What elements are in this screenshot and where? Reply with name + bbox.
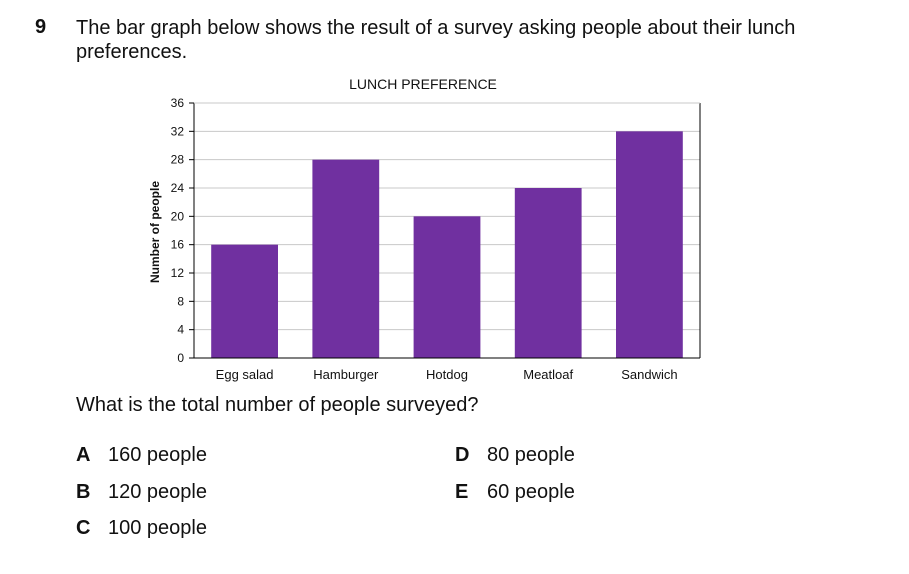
- option-c-text: 100 people: [108, 517, 207, 539]
- option-c-letter: C: [76, 517, 91, 539]
- question-number: 9: [35, 16, 47, 38]
- option-b[interactable]: B 120 people: [76, 481, 207, 504]
- option-d-text: 80 people: [487, 444, 575, 466]
- y-tick-label: 32: [171, 124, 185, 138]
- y-tick-label: 0: [177, 351, 184, 365]
- bar-meatloaf: [514, 188, 582, 358]
- y-tick-label: 20: [171, 209, 185, 223]
- option-a-text: 160 people: [108, 444, 207, 466]
- option-d-letter: D: [455, 444, 470, 466]
- option-b-letter: B: [76, 481, 91, 503]
- bar-hotdog: [413, 216, 481, 358]
- y-tick-label: 4: [177, 323, 184, 337]
- x-tick-label: Hamburger: [313, 367, 379, 382]
- option-d[interactable]: D 80 people: [455, 444, 575, 467]
- y-tick-label: 36: [171, 96, 185, 110]
- x-tick-label: Sandwich: [621, 367, 677, 382]
- y-axis-label: Number of people: [148, 181, 162, 283]
- x-tick-label: Hotdog: [426, 367, 468, 382]
- y-tick-label: 8: [177, 294, 184, 308]
- y-tick-label: 24: [171, 181, 185, 195]
- y-tick-label: 12: [171, 266, 185, 280]
- bar-hamburger: [312, 159, 380, 358]
- tick-labels: 0 4 8 12 16 20 24 28 32 36 Egg salad Hamburger Hotdo…: [171, 96, 678, 382]
- question-text-line-1: The bar graph below shows the result of …: [76, 17, 796, 39]
- bars: [211, 131, 683, 358]
- bar-egg-salad: [211, 244, 278, 358]
- axes: [189, 102, 701, 359]
- y-tick-label: 16: [171, 238, 185, 252]
- x-tick-label: Egg salad: [216, 367, 274, 382]
- x-tick-label: Meatloaf: [523, 367, 573, 382]
- chart-title: LUNCH PREFERENCE: [349, 76, 497, 92]
- question-text-line-2: preferences.: [76, 41, 188, 63]
- question-text: The bar graph below shows the result of …: [76, 16, 876, 64]
- option-c[interactable]: C 100 people: [76, 517, 207, 540]
- lunch-preference-bar-chart: LUNCH PREFERENCE Number of people 0 4 8 12 1…: [148, 76, 701, 382]
- y-tick-label: 28: [171, 153, 185, 167]
- option-e-letter: E: [455, 481, 469, 503]
- option-a-letter: A: [76, 444, 91, 466]
- option-b-text: 120 people: [108, 481, 207, 503]
- option-e[interactable]: E 60 people: [455, 481, 575, 504]
- question-prompt: What is the total number of people surve…: [76, 394, 479, 416]
- option-e-text: 60 people: [487, 481, 575, 503]
- bar-sandwich: [616, 131, 683, 358]
- option-a[interactable]: A 160 people: [76, 444, 207, 467]
